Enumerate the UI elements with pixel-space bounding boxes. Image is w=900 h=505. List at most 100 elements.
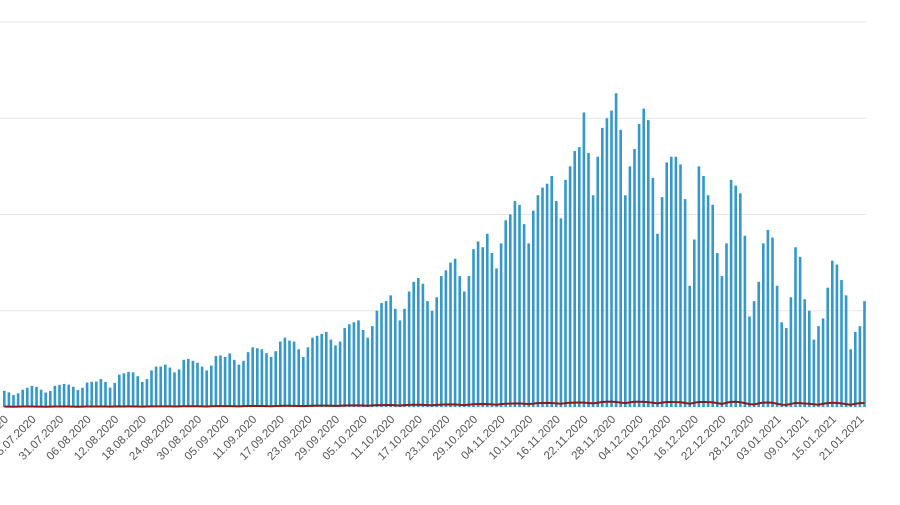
- bar: [495, 268, 498, 407]
- bar: [453, 258, 457, 407]
- bar: [131, 372, 135, 407]
- bar: [656, 233, 659, 407]
- bar: [352, 322, 356, 407]
- bar: [775, 285, 779, 407]
- bar: [840, 279, 843, 407]
- bar: [720, 276, 724, 407]
- bar: [122, 373, 126, 407]
- bar: [835, 264, 839, 407]
- bar: [518, 204, 521, 407]
- bar: [12, 395, 15, 407]
- bar: [490, 253, 494, 407]
- bar: [67, 384, 70, 407]
- bar: [601, 127, 604, 407]
- bar: [164, 364, 167, 407]
- bar: [348, 324, 351, 407]
- bar: [237, 364, 241, 407]
- bar: [449, 262, 452, 407]
- bar: [242, 360, 245, 407]
- bar: [412, 281, 415, 407]
- bar: [30, 385, 34, 407]
- bar: [223, 356, 227, 407]
- bar: [325, 331, 328, 407]
- bar: [522, 224, 526, 407]
- bar: [536, 195, 540, 407]
- bar: [628, 166, 632, 407]
- bar: [150, 370, 153, 407]
- bar: [168, 367, 172, 407]
- bar: [743, 235, 747, 407]
- bar: [279, 341, 282, 407]
- bar: [440, 276, 443, 407]
- bar: [757, 281, 760, 407]
- bar: [145, 379, 149, 407]
- bar: [141, 381, 144, 407]
- bar: [596, 156, 599, 407]
- bar: [182, 359, 185, 407]
- bar: [651, 177, 655, 407]
- bar: [357, 320, 360, 407]
- bar: [269, 356, 273, 407]
- bar: [844, 295, 848, 407]
- bar: [863, 301, 866, 407]
- bar: [587, 152, 590, 407]
- bar: [375, 310, 379, 407]
- bar: [573, 150, 576, 407]
- bar: [463, 291, 466, 407]
- bar: [191, 360, 195, 407]
- bar: [499, 243, 503, 407]
- bar: [297, 349, 300, 407]
- bar: [288, 340, 291, 407]
- bar: [21, 389, 24, 407]
- bar: [49, 391, 52, 407]
- bar: [435, 297, 438, 407]
- bar: [118, 374, 121, 407]
- bar: [58, 384, 61, 407]
- bar: [826, 287, 829, 407]
- bar: [624, 195, 627, 407]
- bar: [44, 392, 47, 407]
- bar: [854, 331, 857, 407]
- bar: [527, 243, 530, 407]
- bar: [81, 387, 84, 407]
- bar: [334, 345, 337, 407]
- bar: [104, 381, 107, 407]
- bar: [780, 322, 783, 407]
- bar: [578, 147, 581, 407]
- bar: [90, 381, 93, 407]
- bar: [794, 247, 797, 407]
- bar: [95, 381, 98, 407]
- bar: [688, 285, 691, 407]
- bar: [62, 383, 66, 407]
- bar: [246, 352, 250, 407]
- bar: [371, 326, 374, 407]
- bar: [384, 301, 388, 407]
- bar: [831, 260, 834, 407]
- bar: [702, 176, 705, 407]
- bar: [619, 129, 622, 408]
- bar: [361, 330, 365, 407]
- bar: [670, 156, 673, 407]
- bar: [159, 366, 162, 407]
- bar: [39, 389, 43, 407]
- bar: [559, 218, 563, 407]
- bar: [458, 276, 461, 407]
- bar: [591, 195, 595, 407]
- bar: [614, 93, 618, 407]
- bar: [16, 393, 20, 407]
- bar: [228, 353, 231, 407]
- bar: [205, 370, 208, 407]
- bar: [798, 256, 802, 407]
- bar: [421, 283, 425, 407]
- bar: [338, 341, 342, 407]
- bar: [329, 339, 333, 407]
- bar: [233, 359, 236, 407]
- bar: [417, 278, 420, 407]
- bar: [154, 366, 158, 407]
- bar: [99, 379, 103, 407]
- bar: [315, 335, 319, 407]
- bar: [716, 253, 719, 407]
- bar: [394, 308, 397, 407]
- bar: [504, 220, 507, 407]
